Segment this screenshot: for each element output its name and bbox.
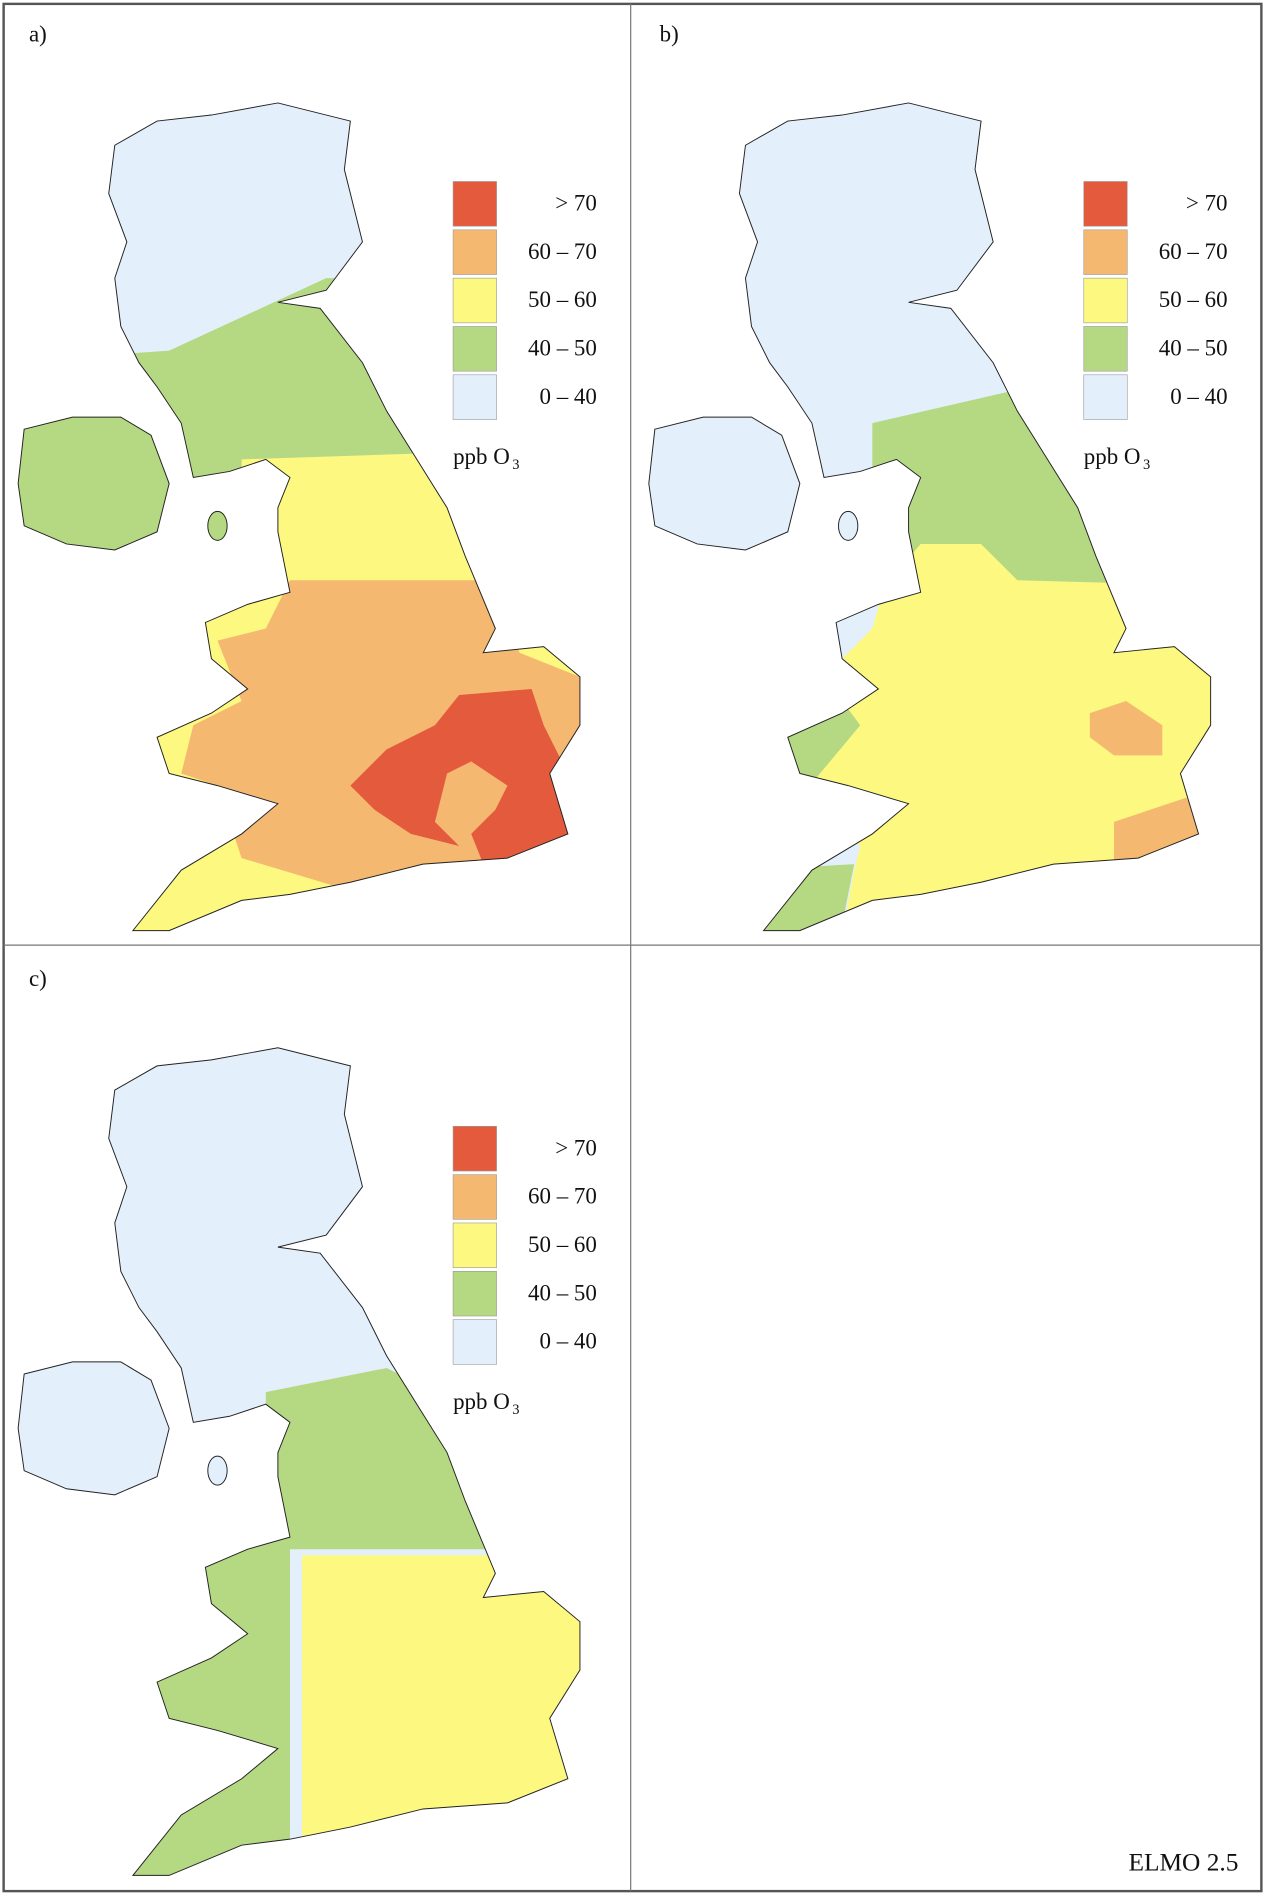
legend-unit: ppb O bbox=[453, 1389, 510, 1414]
legend-unit-sub: 3 bbox=[512, 1402, 519, 1418]
legend-label: 60 – 70 bbox=[528, 239, 597, 264]
legend-label: > 70 bbox=[555, 190, 597, 215]
legend-swatch bbox=[452, 229, 497, 275]
map bbox=[648, 102, 1211, 931]
map bbox=[18, 102, 580, 931]
legend-label: > 70 bbox=[1186, 190, 1228, 215]
panel-label: a) bbox=[29, 21, 47, 46]
coastline bbox=[17, 102, 581, 932]
region bbox=[751, 864, 855, 931]
coastline bbox=[17, 1047, 581, 1876]
legend-swatch bbox=[452, 1270, 497, 1317]
legend-unit: ppb O bbox=[453, 444, 510, 469]
legend-unit-sub: 3 bbox=[512, 457, 519, 473]
legend-label: 50 – 60 bbox=[1159, 287, 1228, 312]
legend-unit-sub: 3 bbox=[1143, 457, 1150, 473]
legend-label: 0 – 40 bbox=[540, 1329, 597, 1354]
legend-swatch bbox=[1083, 181, 1128, 227]
legend-swatch bbox=[1083, 326, 1128, 372]
legend-label: 40 – 50 bbox=[528, 1280, 597, 1305]
panel-label: c) bbox=[29, 966, 47, 991]
region bbox=[1089, 701, 1163, 756]
legend-swatch bbox=[1083, 277, 1128, 324]
legend-swatch bbox=[452, 374, 497, 420]
legend-label: 0 – 40 bbox=[540, 384, 597, 409]
legend-swatch bbox=[1083, 374, 1128, 420]
legend-label: 50 – 60 bbox=[528, 287, 597, 312]
region bbox=[350, 688, 568, 865]
region bbox=[181, 580, 580, 895]
coastline bbox=[648, 102, 1212, 932]
legend-swatch bbox=[452, 1222, 497, 1268]
legend-swatch bbox=[452, 1174, 497, 1220]
legend-label: > 70 bbox=[555, 1135, 597, 1160]
region bbox=[302, 1555, 580, 1876]
legend-label: 0 – 40 bbox=[1170, 384, 1227, 409]
legend-label: 40 – 50 bbox=[528, 335, 597, 360]
legend-label: 50 – 60 bbox=[528, 1232, 597, 1257]
legend-label: 40 – 50 bbox=[1159, 335, 1228, 360]
panel-label: b) bbox=[660, 21, 679, 46]
legend-swatch bbox=[452, 181, 497, 227]
legend-swatch bbox=[452, 1126, 497, 1172]
map bbox=[18, 1047, 580, 1876]
legend-swatch bbox=[1083, 229, 1128, 275]
legend-swatch bbox=[452, 1319, 497, 1365]
legend-label: 60 – 70 bbox=[1159, 239, 1228, 264]
legend-swatch bbox=[452, 277, 497, 324]
legend-swatch bbox=[452, 326, 497, 372]
legend-unit: ppb O bbox=[1084, 444, 1141, 469]
footer: ELMO 2.5 bbox=[1129, 1849, 1239, 1877]
legend-label: 60 – 70 bbox=[528, 1184, 597, 1209]
